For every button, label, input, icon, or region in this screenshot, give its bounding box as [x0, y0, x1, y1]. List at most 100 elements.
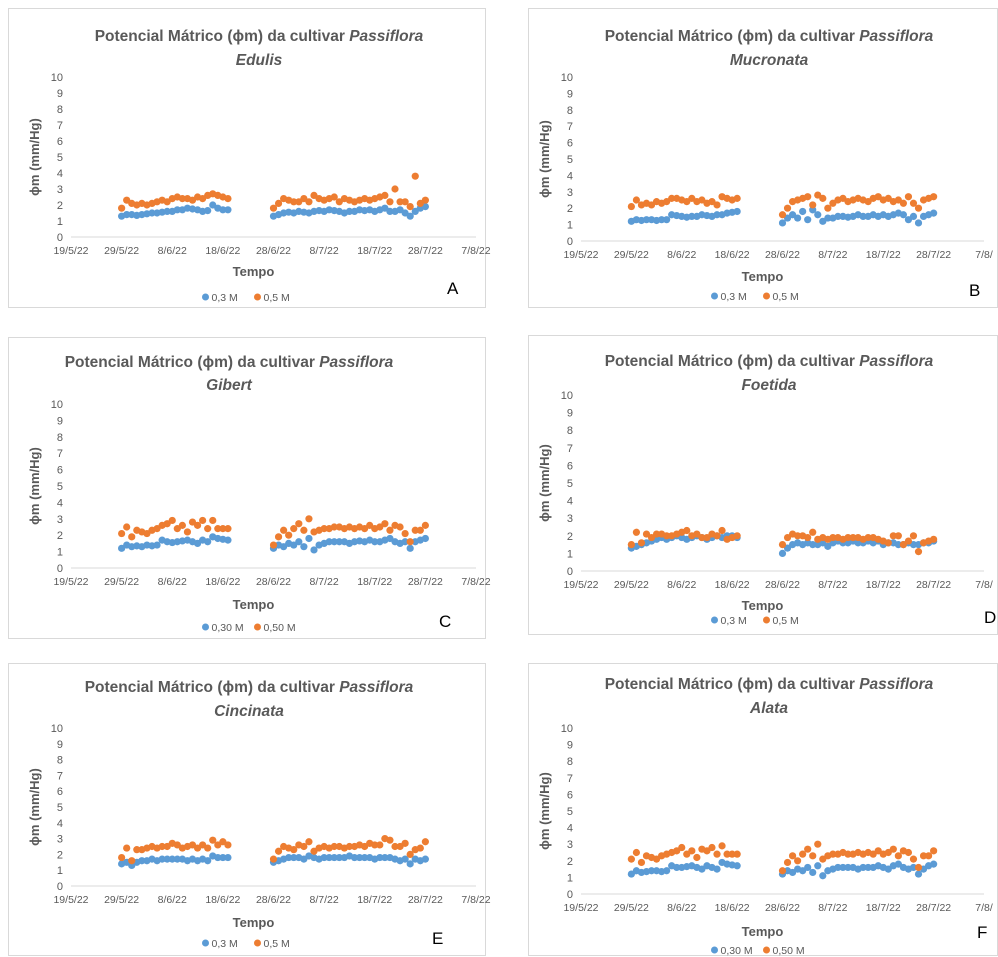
data-point — [123, 523, 131, 531]
y-tick-label: 3 — [567, 513, 573, 525]
data-point — [330, 853, 338, 862]
data-point — [416, 844, 424, 852]
data-point — [199, 516, 207, 525]
data-point — [794, 532, 802, 540]
data-point — [809, 528, 817, 536]
legend-marker — [711, 292, 718, 300]
data-point — [864, 863, 872, 872]
chart-title: Potencial Mátrico (ϕm) da cultivar Passi… — [95, 28, 424, 45]
data-point — [658, 216, 666, 224]
x-tick-label: 7/8/22 — [461, 894, 490, 906]
chart-panel-c: Potencial Mátrico (ϕm) da cultivar Passi… — [8, 337, 491, 639]
data-point — [330, 538, 338, 546]
data-point — [396, 198, 404, 206]
y-tick-label: 3 — [57, 514, 63, 526]
y-tick-label: 1 — [57, 216, 63, 228]
chart-title-genus: Passiflora — [859, 676, 933, 693]
x-tick-label: 18/6/22 — [205, 245, 240, 257]
y-tick-label: 8 — [57, 104, 63, 116]
x-tick-label: 8/6/22 — [667, 249, 696, 261]
data-point — [355, 853, 364, 862]
series-high — [627, 840, 938, 875]
y-tick-label: 6 — [567, 789, 573, 801]
legend-label: 0,5 M — [264, 292, 290, 304]
data-point — [894, 852, 902, 860]
y-tick-label: 6 — [567, 460, 573, 472]
data-point — [381, 191, 389, 199]
data-point — [401, 855, 409, 863]
chart-title-main: Potencial Mátrico (ϕm) da cultivar — [605, 676, 860, 693]
data-point — [335, 538, 343, 546]
data-point — [421, 196, 429, 204]
data-point — [859, 212, 867, 220]
data-point — [396, 523, 404, 531]
data-point — [834, 863, 842, 872]
data-point — [123, 211, 131, 219]
chart-title-genus: Passiflora — [349, 28, 423, 45]
data-point — [219, 525, 227, 533]
data-point — [844, 533, 852, 542]
y-tick-label: 8 — [567, 105, 573, 117]
chart-title-species: Edulis — [236, 52, 283, 69]
top-crop-edge — [0, 0, 998, 6]
data-point — [904, 193, 913, 201]
data-point — [904, 537, 913, 545]
data-point — [668, 194, 676, 202]
data-point — [909, 855, 918, 863]
series-high — [627, 191, 938, 219]
data-point — [824, 542, 832, 550]
data-point — [819, 539, 827, 547]
y-tick-label: 7 — [567, 121, 573, 133]
data-point — [345, 842, 354, 851]
data-point — [204, 207, 212, 215]
x-tick-label: 28/6/22 — [765, 579, 800, 591]
x-tick-label: 7/8/22 — [461, 576, 490, 588]
chart-title-main: Potencial Mátrico (ϕm) da cultivar — [605, 28, 860, 45]
data-point — [849, 533, 857, 542]
data-point — [783, 858, 792, 867]
chart-svg: Potencial Mátrico (ϕm) da cultivar Passi… — [27, 354, 491, 634]
x-axis-label: Tempo — [233, 597, 275, 612]
x-tick-label: 18/7/22 — [357, 894, 392, 906]
data-point — [814, 840, 822, 848]
data-point — [844, 863, 852, 872]
y-tick-label: 0 — [57, 563, 63, 575]
chart-panel-f: Potencial Mátrico (ϕm) da cultivar Passi… — [528, 663, 998, 957]
data-point — [804, 863, 812, 872]
data-point — [889, 532, 897, 540]
x-tick-label: 18/7/22 — [866, 902, 901, 914]
data-point — [693, 853, 701, 862]
x-tick-label: 8/6/22 — [158, 245, 187, 257]
y-tick-label: 1 — [567, 548, 573, 560]
y-tick-label: 2 — [57, 849, 63, 861]
data-point — [209, 836, 217, 844]
y-axis-label: ϕm (mm/Hg) — [537, 444, 552, 522]
data-point — [381, 853, 389, 862]
x-tick-label: 28/6/22 — [765, 902, 800, 914]
x-tick-label: 18/7/22 — [357, 245, 392, 257]
data-point — [708, 843, 716, 852]
y-tick-label: 7 — [567, 443, 573, 455]
panel-letter: F — [977, 923, 988, 942]
x-axis-label: Tempo — [233, 264, 275, 279]
x-tick-label: 28/6/22 — [765, 249, 800, 261]
y-tick-label: 9 — [567, 88, 573, 100]
chart-panel-e: Potencial Mátrico (ϕm) da cultivar Passi… — [8, 663, 491, 956]
data-point — [909, 212, 918, 220]
data-point — [647, 533, 656, 542]
chart-title-species: Mucronata — [730, 52, 809, 69]
data-point — [914, 870, 923, 878]
chart-title-genus: Passiflora — [319, 354, 393, 371]
data-point — [350, 853, 359, 862]
y-tick-label: 6 — [57, 786, 63, 798]
data-point — [300, 842, 308, 851]
data-point — [325, 853, 333, 862]
data-point — [794, 214, 802, 222]
y-tick-label: 6 — [57, 465, 63, 477]
y-tick-label: 4 — [57, 497, 63, 509]
data-point — [783, 544, 792, 552]
y-tick-label: 5 — [57, 152, 63, 164]
data-point — [295, 520, 303, 528]
data-point — [305, 534, 313, 543]
y-tick-label: 2 — [57, 200, 63, 212]
